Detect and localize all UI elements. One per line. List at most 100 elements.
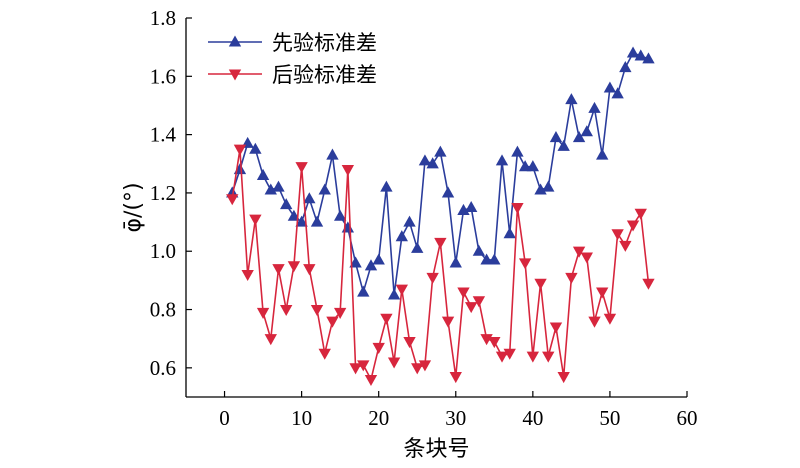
data-point [380,313,393,325]
data-point [395,230,408,242]
data-point [488,337,501,349]
data-point [426,272,439,284]
data-point [449,372,462,384]
data-point [403,337,416,349]
data-point [272,180,285,192]
data-point [226,194,239,206]
x-axis-title: 条块号 [403,437,469,462]
data-point [364,259,378,271]
data-point [549,322,563,334]
data-point [418,154,432,166]
data-point [503,348,516,360]
data-point [357,285,370,297]
data-point [387,357,401,369]
data-point [333,307,347,319]
data-point [511,202,524,214]
data-point [472,296,486,308]
data-point [418,360,432,372]
data-point [333,209,347,221]
x-tick-label: 0 [219,406,230,430]
legend-marker [228,35,242,47]
data-point [341,221,355,233]
data-point [411,241,424,253]
data-point [264,334,277,346]
data-point [372,342,385,354]
axes: 0 10 20 30 40 50 60 0.6 0.8 1.0 1.2 1.4 1.6 1.8 [150,6,698,430]
data-point [349,363,362,375]
data-point [572,131,586,143]
data-point [503,227,516,239]
data-point [542,180,555,192]
data-point [549,131,563,143]
data-point [588,101,601,113]
data-point [256,307,270,319]
data-point [280,198,293,210]
data-point [241,270,254,282]
data-point [295,215,308,227]
data-point [434,145,447,157]
data-point [596,287,609,299]
data-point [387,288,401,300]
y-tick-label: 1.2 [150,181,176,205]
data-point [303,192,316,204]
x-tick-label: 50 [599,406,620,430]
data-point [626,220,640,232]
x-tick-label: 30 [445,406,466,430]
data-point [572,246,586,258]
y-tick-label: 0.6 [150,356,176,380]
data-point [511,145,524,157]
y-tick-label: 1.4 [150,123,177,147]
data-point [580,252,593,264]
data-point [310,304,324,317]
data-point [557,139,570,151]
data-point [426,157,439,169]
data-point [318,348,331,360]
data-point [495,351,509,363]
data-point [603,313,617,325]
data-point [588,316,601,328]
data-point [603,81,617,93]
data-point [611,229,624,241]
y-tick-label: 1.0 [150,239,176,263]
data-point [357,360,370,372]
y-tick-label: 1.8 [150,6,176,30]
data-point [465,302,478,314]
data-point [457,203,470,215]
x-tick-label: 40 [522,406,543,430]
data-point [526,160,540,172]
data-point [634,49,647,61]
data-point [403,215,416,227]
data-point [341,165,355,177]
data-point [264,183,277,195]
data-point [457,287,470,299]
y-axis-title: φ̄/(°) [121,182,146,232]
data-point [619,61,632,73]
data-point [441,316,455,328]
data-point [518,258,532,270]
data-point [634,208,647,220]
data-point [318,183,331,195]
x-tick-label: 60 [677,406,698,430]
data-point [249,214,262,226]
data-point [249,142,262,154]
data-point [565,93,578,105]
data-point [642,52,655,64]
data-point [495,154,509,166]
data-point [480,334,493,346]
data-point [619,240,632,252]
data-point [349,256,362,268]
data-point [449,256,462,268]
x-tick-label: 10 [291,406,312,430]
legend-marker [228,69,242,81]
data-point [372,253,385,265]
legend-label: 后验标准差 [272,63,377,87]
data-point [287,261,301,273]
data-point [280,304,293,317]
data-point [580,125,593,137]
data-point [395,284,408,296]
data-point [526,351,540,363]
legend-label: 先验标准差 [272,31,377,55]
series-layer [226,46,655,387]
data-point [303,264,316,276]
